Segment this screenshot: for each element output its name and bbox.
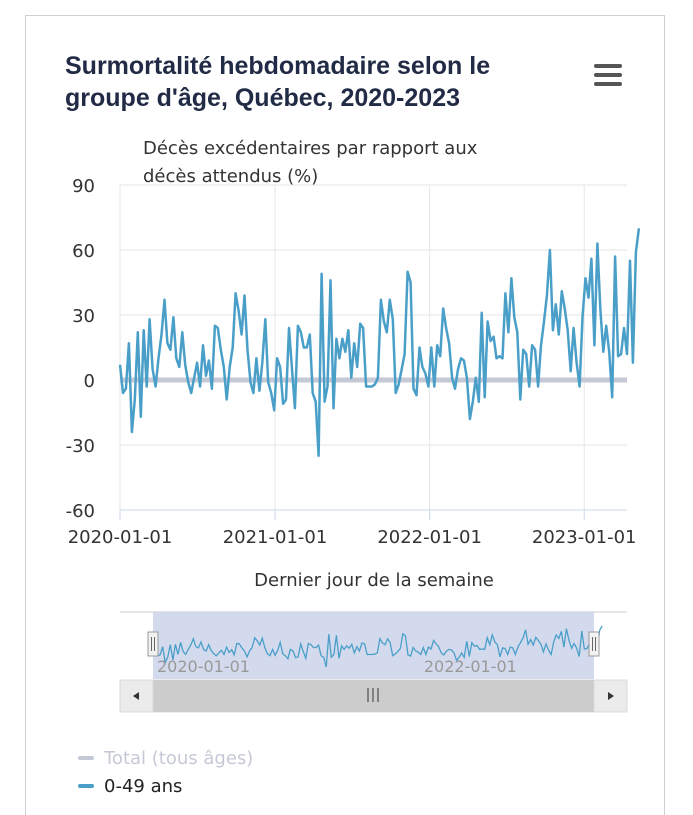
x-axis-label: Dernier jour de la semaine [254,570,494,591]
x-tick-label: 2022-01-01 [377,527,482,548]
y-tick-label: 60 [72,241,95,262]
legend-label-total: Total (tous âges) [104,747,254,769]
legend: Total (tous âges) 0-49 ans [78,744,253,800]
y-tick-label: 30 [72,306,95,327]
x-tick-label: 2020-01-01 [68,527,173,548]
navigator-date-label: 2020-01-01 [157,657,250,676]
navigator-series-line [154,625,603,668]
handle-body[interactable] [147,631,159,657]
arrow-right-icon [608,692,614,700]
navigator-handle-left[interactable] [147,631,159,657]
y-tick-label: 0 [84,371,95,392]
legend-item-total[interactable]: Total (tous âges) [78,744,253,772]
y-tick-label: -60 [66,501,95,522]
legend-item-0-49[interactable]: 0-49 ans [78,772,253,800]
x-tick-label: 2021-01-01 [223,527,328,548]
scroll-left-button[interactable] [119,679,154,713]
legend-swatch-total [78,756,94,760]
navigator-date-label: 2022-01-01 [424,657,517,676]
handle-body[interactable] [588,631,600,657]
x-tick-label: 2023-01-01 [532,527,637,548]
chart-title: Surmortalité hebdomadaire selon le group… [65,52,491,112]
navigator-handle-right[interactable] [588,631,600,657]
y-axis-label: Décès excédentaires par rapport aux décè… [143,138,478,187]
y-tick-label: -30 [66,436,95,457]
arrow-left-icon [133,692,139,700]
series-line-0-49 [118,228,641,458]
legend-label-0-49: 0-49 ans [104,775,183,797]
y-tick-label: 90 [72,176,95,197]
scroll-right-button[interactable] [593,679,628,713]
hamburger-menu-icon[interactable] [592,62,624,88]
legend-swatch-0-49 [78,784,94,788]
